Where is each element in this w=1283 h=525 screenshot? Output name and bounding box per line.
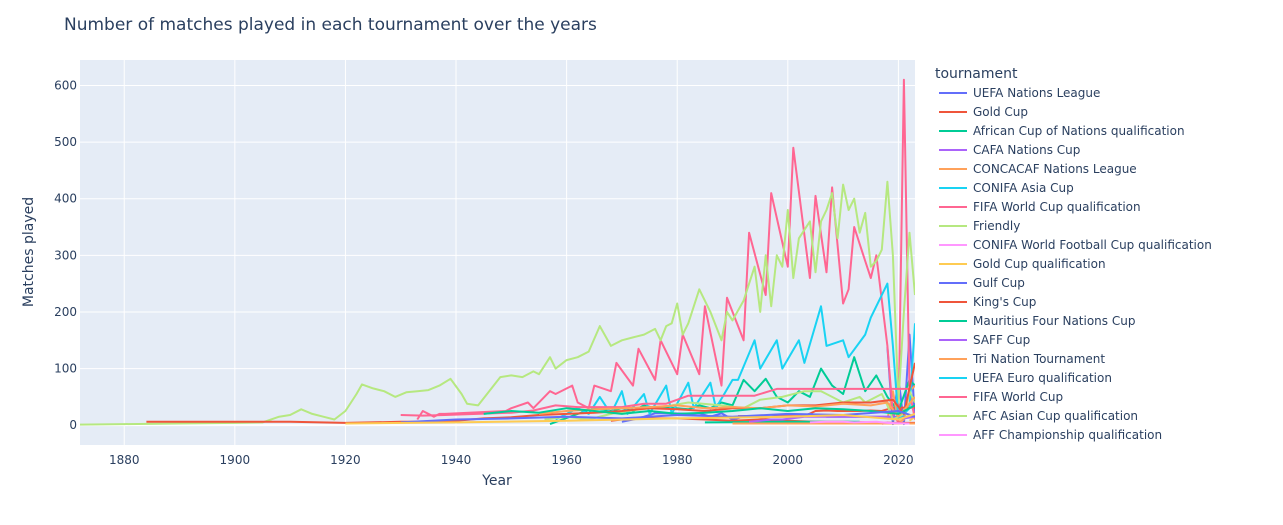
legend-item-gold-cup[interactable]: Gold Cup <box>939 105 1028 119</box>
legend-label: Tri Nation Tournament <box>972 352 1105 366</box>
series-line-friendly <box>80 180 915 426</box>
x-tick-label: 1920 <box>330 453 361 467</box>
legend-label: FIFA World Cup <box>973 390 1063 404</box>
legend-label: FIFA World Cup qualification <box>973 200 1141 214</box>
legend-item-saff-cup[interactable]: SAFF Cup <box>939 333 1030 347</box>
legend-title: tournament <box>935 66 1018 82</box>
y-tick-label: 200 <box>54 305 77 319</box>
x-tick-label: 2000 <box>773 453 804 467</box>
legend-item-fifa-world-cup[interactable]: FIFA World Cup <box>939 390 1063 404</box>
legend-label: UEFA Euro qualification <box>973 371 1112 385</box>
legend-label: King's Cup <box>973 295 1036 309</box>
legend-item-african-cup-of-nations-qualification[interactable]: African Cup of Nations qualification <box>939 124 1185 138</box>
legend-label: CONCACAF Nations League <box>973 162 1137 176</box>
legend-item-cafa-nations-cup[interactable]: CAFA Nations Cup <box>939 143 1080 157</box>
legend-item-gulf-cup[interactable]: Gulf Cup <box>939 276 1025 290</box>
legend-item-conifa-asia-cup[interactable]: CONIFA Asia Cup <box>939 181 1074 195</box>
y-axis-title: Matches played <box>21 197 37 307</box>
legend-item-uefa-euro-qualification[interactable]: UEFA Euro qualification <box>939 371 1112 385</box>
chart-title: Number of matches played in each tournam… <box>64 15 597 35</box>
legend-item-king-s-cup[interactable]: King's Cup <box>939 295 1036 309</box>
series-line-unlabeled-20 <box>538 396 915 418</box>
series-line-unlabeled-23 <box>345 412 915 425</box>
legend-label: UEFA Nations League <box>973 86 1100 100</box>
series-line-fifa-world-cup-qualification <box>416 78 915 424</box>
legend-item-gold-cup-qualification[interactable]: Gold Cup qualification <box>939 257 1106 271</box>
legend: UEFA Nations League Gold Cup African Cup o… <box>939 86 1212 442</box>
y-tick-label: 400 <box>54 192 77 206</box>
legend-label: Gold Cup <box>973 105 1028 119</box>
legend-item-conifa-world-football-cup-qualification[interactable]: CONIFA World Football Cup qualification <box>939 238 1212 252</box>
legend-label: Friendly <box>973 219 1020 233</box>
y-tick-label: 100 <box>54 362 77 376</box>
legend-label: Gold Cup qualification <box>973 257 1106 271</box>
legend-label: AFF Championship qualification <box>973 428 1162 442</box>
legend-label: CONIFA World Football Cup qualification <box>973 238 1212 252</box>
legend-label: African Cup of Nations qualification <box>973 124 1185 138</box>
series-line-aff-championship-qualification <box>809 420 910 425</box>
series-line-unlabeled-22 <box>400 410 915 424</box>
legend-label: CONIFA Asia Cup <box>973 181 1074 195</box>
axis-ticks: 1880 1900 1920 1940 1960 1980 2000 2020 0 100 200 3… <box>54 78 914 467</box>
legend-item-concacaf-nations-league[interactable]: CONCACAF Nations League <box>939 162 1137 176</box>
plot-background <box>80 60 915 445</box>
legend-item-afc-asian-cup-qualification[interactable]: AFC Asian Cup qualification <box>939 409 1138 423</box>
legend-label: SAFF Cup <box>973 333 1030 347</box>
legend-item-tri-nation-tournament[interactable]: Tri Nation Tournament <box>939 352 1105 366</box>
legend-item-mauritius-four-nations-cup[interactable]: Mauritius Four Nations Cup <box>939 314 1135 328</box>
y-tick-label: 500 <box>54 135 77 149</box>
legend-item-aff-championship-qualification[interactable]: AFF Championship qualification <box>939 428 1162 442</box>
y-tick-label: 600 <box>54 78 77 92</box>
x-tick-label: 1980 <box>662 453 693 467</box>
gridlines <box>80 60 915 445</box>
x-tick-label: 1880 <box>109 453 140 467</box>
series-lines <box>80 78 915 426</box>
x-tick-label: 1960 <box>551 453 582 467</box>
legend-label: CAFA Nations Cup <box>973 143 1080 157</box>
legend-item-fifa-world-cup-qualification[interactable]: FIFA World Cup qualification <box>939 200 1141 214</box>
legend-label: Gulf Cup <box>973 276 1025 290</box>
y-tick-label: 0 <box>69 418 77 432</box>
x-tick-label: 2020 <box>883 453 914 467</box>
series-line-uefa-euro-qualification <box>555 282 915 421</box>
series-line-unlabeled-21 <box>483 404 915 415</box>
legend-label: Mauritius Four Nations Cup <box>973 314 1135 328</box>
legend-item-friendly[interactable]: Friendly <box>939 219 1020 233</box>
y-tick-label: 300 <box>54 248 77 262</box>
x-tick-label: 1900 <box>220 453 251 467</box>
legend-item-uefa-nations-league[interactable]: UEFA Nations League <box>939 86 1100 100</box>
x-tick-label: 1940 <box>441 453 472 467</box>
legend-label: AFC Asian Cup qualification <box>973 409 1138 423</box>
x-axis-title: Year <box>481 473 512 489</box>
series-line-saff-cup <box>749 415 915 423</box>
